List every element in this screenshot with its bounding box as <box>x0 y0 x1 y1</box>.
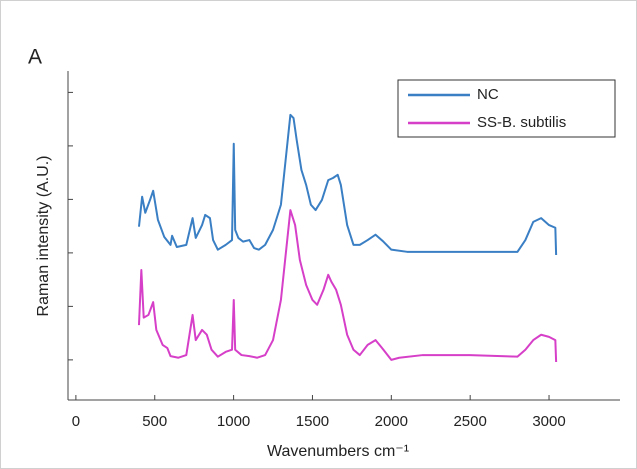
x-axis-label: Wavenumbers cm⁻¹ <box>267 443 409 460</box>
x-tick-label: 2000 <box>375 413 408 430</box>
legend-label: SS-B. subtilis <box>477 114 566 131</box>
x-tick-label: 3000 <box>532 413 565 430</box>
x-tick-label: 1000 <box>217 413 250 430</box>
series-line <box>137 113 558 256</box>
legend <box>397 79 616 138</box>
x-tick-label: 2500 <box>453 413 486 430</box>
legend-label: NC <box>477 86 499 103</box>
y-axis-label: Raman intensity (A.U.) <box>35 156 52 317</box>
x-tick-label: 500 <box>142 413 167 430</box>
x-tick-label: 1500 <box>296 413 329 430</box>
x-tick-label: 0 <box>72 413 80 430</box>
series-line <box>137 209 558 363</box>
panel-label: A <box>28 46 42 69</box>
